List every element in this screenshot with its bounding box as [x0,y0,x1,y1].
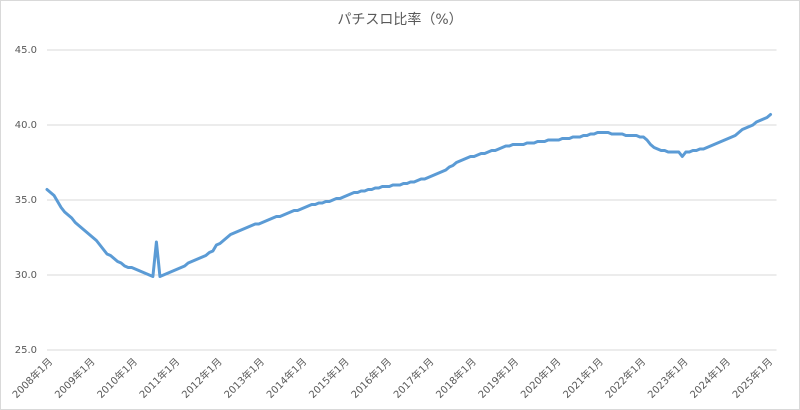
y-tick-label: 30.0 [15,270,37,281]
y-tick-label: 45.0 [15,45,37,56]
y-tick-label: 35.0 [15,195,37,206]
y-tick-label: 25.0 [15,345,37,356]
chart-title: パチスロ比率（%） [337,11,462,28]
y-tick-label: 40.0 [15,120,37,131]
data-line [45,113,773,278]
